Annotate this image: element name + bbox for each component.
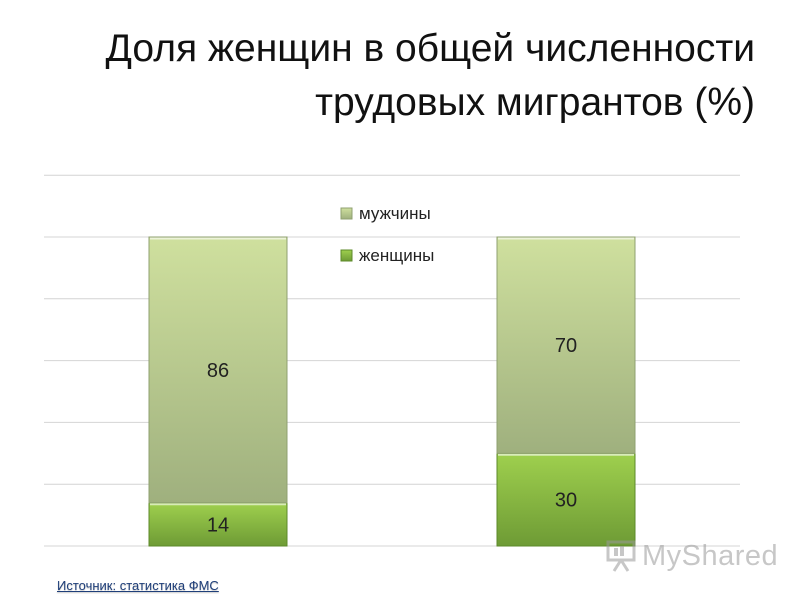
bars [148,236,636,547]
bar-segment-women [148,502,288,547]
data-label: 14 [207,514,229,536]
bar-segment-women [496,452,636,547]
legend: мужчины женщины [340,204,434,265]
legend-label: женщины [359,246,434,265]
data-label: 86 [207,360,229,382]
title-line-1: Доля женщин в общей численности [105,27,755,70]
watermark: MyShared [606,536,778,576]
data-label: 70 [555,335,577,357]
legend-label: мужчины [359,204,431,223]
legend-swatch [340,249,353,262]
bar-segment-men [148,236,288,504]
source-note[interactable]: Источник: статистика ФМС [57,578,219,593]
gridlines [44,174,740,547]
data-label: 30 [555,490,577,512]
watermark-text: MyShared [642,539,779,572]
slide-title: Доля женщин в общей численности трудовых… [40,22,755,130]
legend-swatch [340,207,353,220]
title-line-2: трудовых мигрантов (%) [315,81,755,124]
bar-segment-men [496,236,636,454]
presentation-icon [606,540,636,572]
data-labels: 14 86 30 70 [207,335,577,536]
